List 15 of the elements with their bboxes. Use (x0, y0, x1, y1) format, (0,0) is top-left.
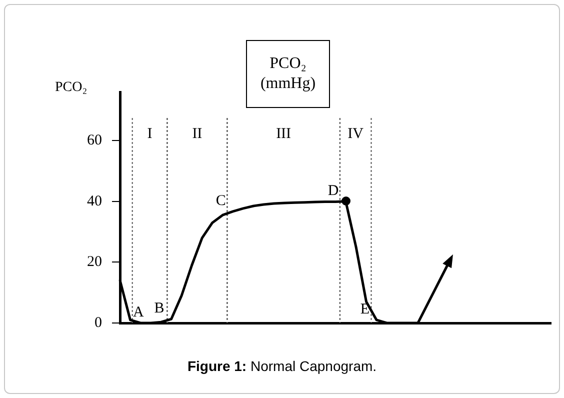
chart-title: PCO₂ (mmHg) (260, 54, 316, 94)
annotation: III (276, 126, 292, 142)
caption: Figure 1: Normal Capnogram. (186, 358, 378, 374)
data-label: D (328, 182, 339, 199)
annotation: IV (348, 126, 364, 142)
data-label: B (154, 300, 164, 316)
annotation: II (192, 126, 202, 142)
data-label: A (132, 304, 144, 320)
annotation: I (147, 126, 152, 142)
y-axis-title: PCO₂ (55, 80, 88, 96)
data-label: C (216, 192, 226, 209)
y-tick-label: 40 (87, 193, 102, 210)
y-tick-label: 0 (94, 314, 102, 331)
y-tick-label: 20 (87, 254, 102, 270)
y-tick-label: 60 (87, 132, 102, 149)
